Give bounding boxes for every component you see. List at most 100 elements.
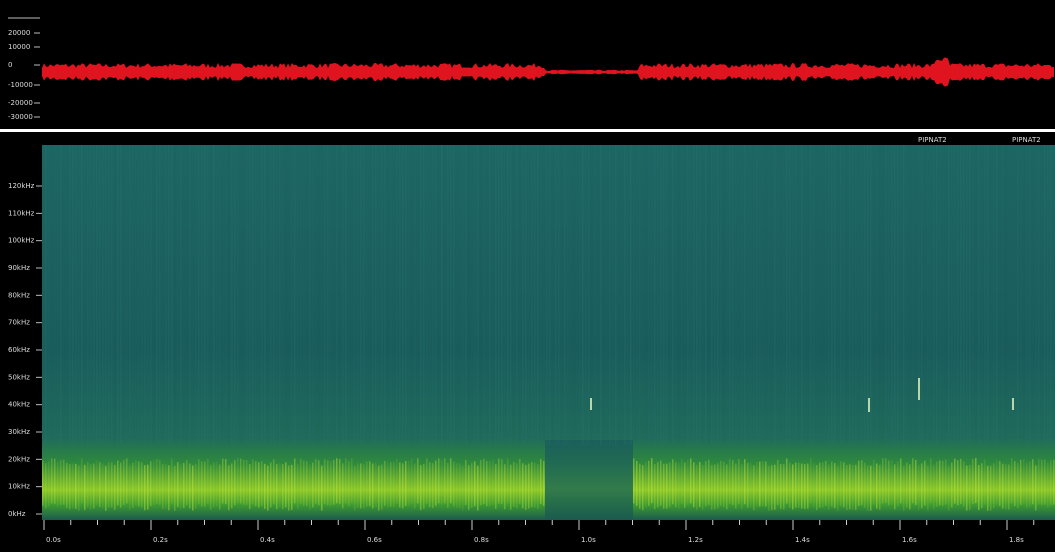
striation bbox=[336, 145, 338, 445]
call-mark bbox=[1012, 398, 1014, 410]
striation bbox=[696, 145, 698, 445]
striation bbox=[783, 145, 785, 445]
call-band bbox=[957, 460, 959, 506]
call-band bbox=[987, 465, 989, 511]
call-band bbox=[456, 463, 458, 509]
striation bbox=[990, 145, 992, 445]
striation bbox=[129, 145, 131, 445]
striation bbox=[768, 145, 770, 445]
striation bbox=[45, 145, 47, 445]
call-band bbox=[240, 458, 242, 504]
species-label: PIPNAT2 bbox=[1012, 136, 1041, 144]
striation bbox=[1035, 145, 1037, 445]
call-band bbox=[480, 460, 482, 506]
call-band bbox=[780, 463, 782, 509]
call-band bbox=[108, 462, 110, 508]
striation bbox=[741, 145, 743, 445]
striation bbox=[660, 145, 662, 445]
call-band bbox=[999, 461, 1001, 507]
call-band bbox=[66, 462, 68, 508]
striation bbox=[615, 145, 617, 445]
call-band bbox=[840, 461, 842, 507]
striation bbox=[897, 145, 899, 445]
call-band bbox=[351, 458, 353, 504]
call-band bbox=[399, 462, 401, 508]
call-band bbox=[423, 463, 425, 509]
call-band bbox=[720, 460, 722, 506]
striation bbox=[594, 145, 596, 445]
call-band bbox=[144, 465, 146, 511]
striation bbox=[1038, 145, 1040, 445]
call-band bbox=[147, 464, 149, 510]
striation bbox=[144, 145, 146, 445]
striation bbox=[663, 145, 665, 445]
striation bbox=[51, 145, 53, 445]
call-band bbox=[663, 463, 665, 509]
striation bbox=[501, 145, 503, 445]
striation bbox=[864, 145, 866, 445]
striation bbox=[354, 145, 356, 445]
striation bbox=[588, 145, 590, 445]
call-band bbox=[357, 463, 359, 509]
striation bbox=[711, 145, 713, 445]
striation bbox=[96, 145, 98, 445]
striation bbox=[207, 145, 209, 445]
call-band bbox=[639, 463, 641, 509]
call-band bbox=[531, 462, 533, 508]
striation bbox=[654, 145, 656, 445]
call-band bbox=[1029, 461, 1031, 507]
striation bbox=[795, 145, 797, 445]
striation bbox=[315, 145, 317, 445]
striation bbox=[918, 145, 920, 445]
striation bbox=[1050, 145, 1052, 445]
striation bbox=[567, 145, 569, 445]
call-band bbox=[204, 461, 206, 507]
call-band bbox=[42, 460, 44, 506]
striation bbox=[48, 145, 50, 445]
striation bbox=[60, 145, 62, 445]
striation bbox=[393, 145, 395, 445]
striation bbox=[249, 145, 251, 445]
striation bbox=[807, 145, 809, 445]
striation bbox=[801, 145, 803, 445]
striation bbox=[831, 145, 833, 445]
call-band bbox=[825, 460, 827, 506]
call-band bbox=[75, 463, 77, 509]
striation bbox=[267, 145, 269, 445]
call-band bbox=[834, 463, 836, 509]
striation bbox=[483, 145, 485, 445]
striation bbox=[291, 145, 293, 445]
striation bbox=[900, 145, 902, 445]
striation bbox=[468, 145, 470, 445]
striation bbox=[111, 145, 113, 445]
call-band bbox=[1002, 463, 1004, 509]
call-band bbox=[870, 465, 872, 511]
call-band bbox=[777, 460, 779, 506]
striation bbox=[873, 145, 875, 445]
striation bbox=[189, 145, 191, 445]
labels: 20000 10000 0 -10000 -20000 -30000 PIPNAT2 PIPN… bbox=[8, 17, 1041, 544]
striation bbox=[390, 145, 392, 445]
striation bbox=[309, 145, 311, 445]
call-band bbox=[687, 459, 689, 505]
striation bbox=[885, 145, 887, 445]
call-band bbox=[432, 463, 434, 509]
call-band bbox=[822, 462, 824, 508]
frequency-label: 20kHz bbox=[8, 455, 30, 463]
striation bbox=[972, 145, 974, 445]
call-band bbox=[417, 458, 419, 504]
striation bbox=[810, 145, 812, 445]
call-band bbox=[237, 458, 239, 504]
time-label: 0.8s bbox=[474, 536, 489, 544]
striation bbox=[708, 145, 710, 445]
call-band bbox=[72, 463, 74, 509]
call-band bbox=[375, 462, 377, 508]
call-band bbox=[321, 465, 323, 511]
call-band bbox=[156, 458, 158, 504]
call-band bbox=[693, 462, 695, 508]
call-band bbox=[915, 460, 917, 506]
call-band bbox=[132, 462, 134, 508]
striation bbox=[474, 145, 476, 445]
call-band bbox=[888, 460, 890, 506]
striation bbox=[114, 145, 116, 445]
